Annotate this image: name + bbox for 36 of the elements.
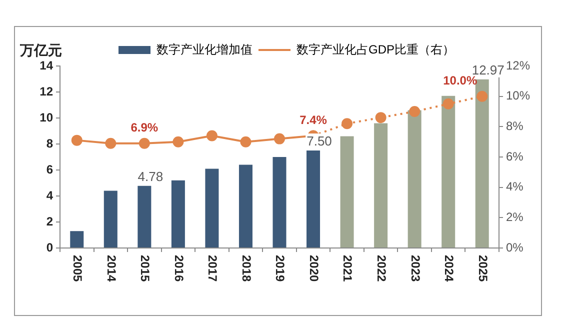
legend-label: 数字产业化增加值	[156, 42, 252, 56]
y2-tick-label: 4%	[506, 180, 524, 194]
data-label: 6.9%	[130, 120, 158, 135]
y-tick-label: 12	[40, 84, 54, 98]
x-tick-label: 2016	[172, 255, 186, 282]
legend-label: 数字产业化占GDP比重（右）	[296, 42, 455, 56]
x-tick-label: 2014	[104, 255, 118, 282]
y2-tick-label: 6%	[506, 149, 524, 164]
x-tick-label: 2021	[340, 255, 355, 282]
data-label: 12.97	[472, 62, 504, 78]
y-axis-title: 万亿元	[19, 42, 62, 58]
y-tick-label: 8	[46, 136, 54, 150]
y2-tick-label: 10%	[506, 88, 530, 103]
y2-tick-label: 8%	[506, 118, 524, 133]
x-tick-label: 2022	[374, 255, 388, 282]
x-tick-label: 2023	[408, 255, 422, 282]
x-tick-label: 2025	[476, 255, 490, 282]
y-tick-label: 10	[40, 110, 54, 124]
y2-tick-label: 12%	[506, 58, 530, 72]
y2-tick-label: 2%	[506, 210, 524, 224]
x-tick-label: 2005	[70, 255, 85, 282]
data-label: 7.4%	[300, 113, 328, 128]
y-tick-label: 4	[46, 188, 54, 202]
y-tick-label: 14	[40, 58, 54, 72]
x-tick-label: 2017	[206, 255, 220, 282]
x-tick-label: 2018	[239, 255, 254, 282]
data-label: 7.50	[306, 134, 332, 149]
y-tick-label: 0	[46, 240, 54, 254]
data-label: 4.78	[138, 168, 164, 184]
x-tick-label: 2015	[138, 255, 152, 282]
y2-tick-label: 0%	[506, 240, 524, 254]
x-tick-label: 2024	[442, 255, 456, 282]
x-tick-label: 2019	[273, 255, 288, 282]
x-tick-label: 2020	[306, 255, 321, 282]
y-tick-label: 2	[46, 214, 54, 228]
y-tick-label: 6	[46, 162, 54, 176]
